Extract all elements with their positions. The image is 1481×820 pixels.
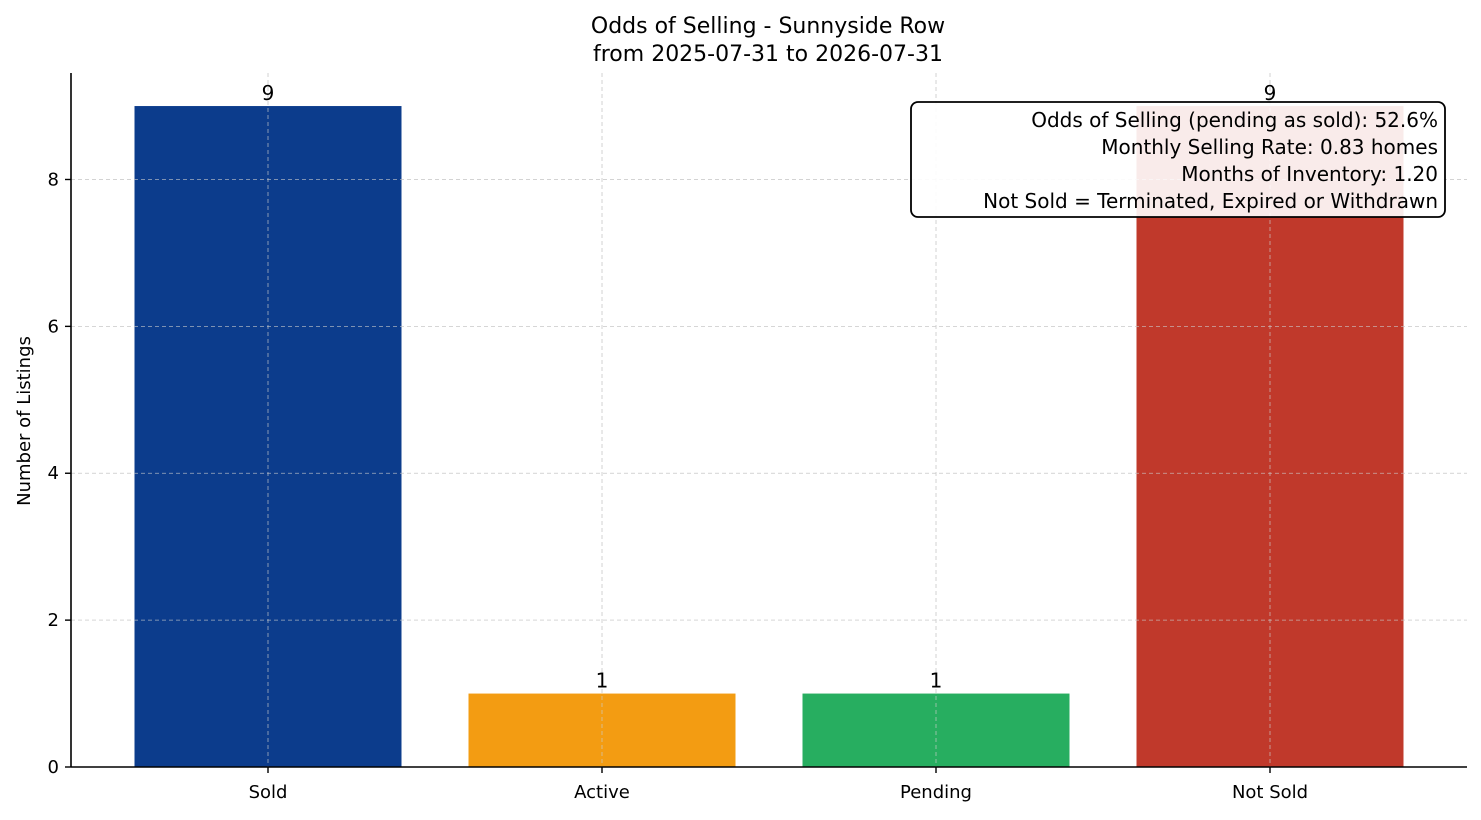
axes: 0 2 4 6 8 Sold Active Pending Not Sold — [48, 73, 1467, 803]
chart-subtitle: from 2025-07-31 to 2026-07-31 — [593, 42, 943, 67]
x-tick-label: Active — [574, 782, 630, 803]
y-tick-label: 8 — [48, 169, 59, 190]
info-box: Odds of Selling (pending as sold): 52.6%… — [910, 101, 1446, 218]
bar-value-label: 1 — [930, 669, 943, 693]
info-box-line: Months of Inventory: 1.20 — [1181, 162, 1438, 186]
bar-value-label: 9 — [262, 81, 275, 105]
bar-value-label: 9 — [1264, 81, 1277, 105]
info-box-line: Monthly Selling Rate: 0.83 homes — [1101, 135, 1438, 159]
chart-title: Odds of Selling - Sunnyside Row — [591, 14, 945, 39]
info-box-line: Odds of Selling (pending as sold): 52.6% — [1031, 108, 1438, 132]
x-tick-label: Sold — [249, 782, 288, 803]
y-tick-label: 2 — [48, 610, 59, 631]
x-tick-label: Pending — [900, 782, 972, 803]
y-tick-label: 6 — [48, 316, 59, 337]
info-box-frame — [910, 101, 1446, 218]
y-tick-label: 0 — [48, 757, 59, 778]
bar-value-label: 1 — [596, 669, 609, 693]
y-tick-label: 4 — [48, 463, 59, 484]
bar-sold — [134, 106, 402, 768]
info-box-line: Not Sold = Terminated, Expired or Withdr… — [983, 189, 1438, 213]
y-axis-label: Number of Listings — [14, 336, 35, 506]
x-tick-label: Not Sold — [1232, 782, 1308, 803]
